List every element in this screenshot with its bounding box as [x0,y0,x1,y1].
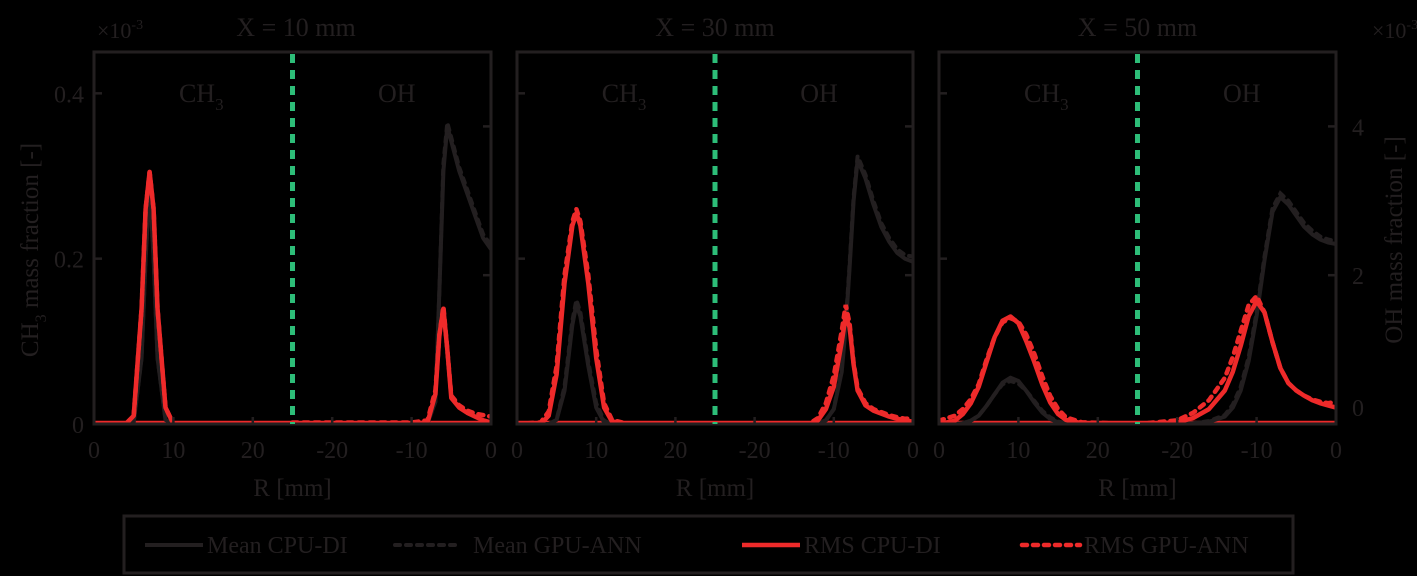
panel-title: X = 50 mm [1078,13,1197,42]
x-tick-label: -20 [316,438,348,464]
left-y-tick-label: 0.4 [54,82,84,108]
x-tick-label: 0 [907,438,919,464]
right-y-tick-label: 2 [1352,264,1364,290]
panel-3: X = 50 mm CH3 OH 0 10 20 -20 -10 0 R [mm] 0 2 4 [933,13,1364,502]
ch3-mean-gpu-line [517,299,717,424]
x-tick-label: -20 [739,438,771,464]
x-tick-label: -10 [1241,438,1273,464]
region-label-ch3: CH3 [1024,79,1069,114]
oh-mean-gpu-line [290,122,491,424]
region-label-oh: OH [1223,79,1261,108]
panel-2: X = 30 mm CH3 OH 0 10 20 -20 -10 0 R [mm] [511,13,919,502]
x-axis-label: R [mm] [1098,475,1176,502]
x-tick-label: 0 [88,438,100,464]
legend-label: RMS CPU-DI [804,533,941,559]
legend-item: RMS GPU-ANN [1019,533,1249,559]
curves [939,190,1336,424]
oh-rms-gpu-line [712,304,913,424]
x-tick-label: 10 [161,438,185,464]
oh-mean-gpu-line [1135,190,1336,424]
x-tick-label: 0 [511,438,523,464]
ch3-mean-gpu-line [939,378,1140,424]
left-axis-label: CH3 mass fraction [-] [17,143,50,357]
oh-rms-cpu-line [715,313,913,424]
ch3-rms-gpu-line [94,171,295,424]
oh-mean-cpu-line [715,157,913,424]
left-axis-multiplier: ×10-3 [97,18,143,43]
x-axis-label: R [mm] [676,475,754,502]
svg-text:OH mass fraction [-]: OH mass fraction [-] [1381,136,1408,344]
ch3-rms-gpu-line [517,201,718,424]
x-tick-label: 0 [485,438,497,464]
panel-title: X = 10 mm [236,13,355,42]
x-tick-label: 20 [1086,438,1110,464]
oh-rms-cpu-line [1137,298,1336,424]
oh-mean-gpu-line [713,155,913,424]
oh-rms-gpu-line [290,306,491,424]
region-label-oh: OH [378,79,416,108]
x-tick-label: 10 [1006,438,1030,464]
legend-item: RMS CPU-DI [742,533,941,559]
x-tick-label: 20 [663,438,687,464]
x-tick-label: -10 [818,438,850,464]
legend-box [122,514,1295,575]
region-label-ch3: CH3 [602,79,647,114]
right-y-tick-label: 4 [1352,115,1364,141]
ch3-mean-cpu-line [94,182,293,424]
right-y-tick-label: 0 [1352,396,1364,422]
curves [517,155,913,424]
oh-mean-cpu-line [1137,195,1336,424]
x-tick-label: -20 [1161,438,1193,464]
region-label-ch3: CH3 [179,79,224,114]
ch3-rms-cpu-line [94,169,293,424]
svg-text:CH3 mass fraction [-]: CH3 mass fraction [-] [17,143,50,357]
x-tick-label: 20 [241,438,265,464]
x-tick-label: 10 [584,438,608,464]
x-tick-label: 0 [933,438,945,464]
legend-item: Mean GPU-ANN [393,533,642,559]
oh-rms-gpu-line [1135,291,1336,424]
ch3-rms-cpu-line [517,210,715,424]
legend-label: Mean GPU-ANN [473,533,642,559]
right-axis-multiplier: ×10-3 [1372,18,1417,43]
x-axis-label: R [mm] [253,475,331,502]
panel-title: X = 30 mm [655,13,774,42]
right-axis-label: OH mass fraction [-] [1381,136,1408,344]
panel-1: X = 10 mm CH3 OH 0 10 20 -20 -10 0 R [mm] 0 0.2 0.4 [54,13,497,502]
legend-item: Mean CPU-DI [145,533,348,559]
legend: Mean CPU-DI Mean GPU-ANN RMS CPU-DI RMS GPU… [122,514,1295,575]
region-label-oh: OH [800,79,838,108]
legend-label: RMS GPU-ANN [1084,533,1249,559]
x-tick-label: -10 [396,438,428,464]
ch3-mean-cpu-line [517,302,715,424]
ch3-mean-gpu-line [94,184,295,424]
legend-items: Mean CPU-DI Mean GPU-ANN RMS CPU-DI RMS GPU… [145,533,1249,559]
x-tick-label: 0 [1330,438,1342,464]
ch3-rms-gpu-line [939,315,1140,424]
left-y-tick-label: 0 [72,413,84,439]
left-y-tick-label: 0.2 [54,248,84,274]
legend-label: Mean CPU-DI [207,533,348,559]
